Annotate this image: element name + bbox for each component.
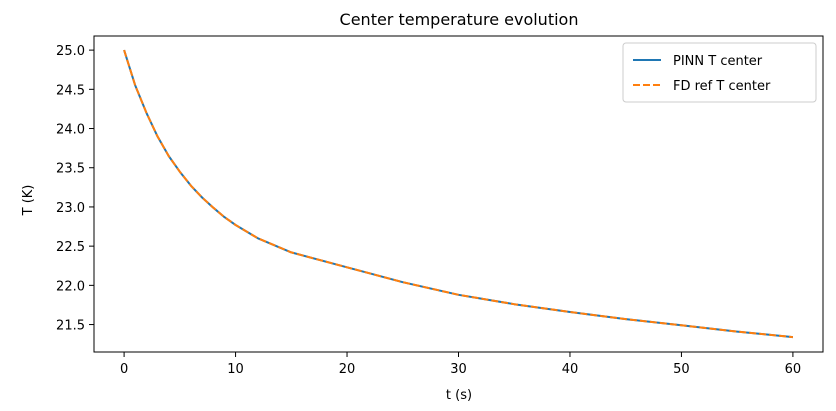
- y-tick-label: 23.0: [56, 201, 85, 216]
- x-tick-label: 20: [339, 362, 356, 377]
- x-axis-label: t (s): [446, 388, 472, 403]
- legend-label: PINN T center: [673, 54, 763, 69]
- x-axis: 0 10 20 30 40 50 60: [120, 352, 801, 377]
- y-tick-label: 22.0: [56, 279, 85, 294]
- legend: PINN T center FD ref T center: [622, 42, 817, 103]
- legend-box: [622, 42, 817, 103]
- x-tick-label: 10: [227, 362, 244, 377]
- x-tick-label: 30: [450, 362, 467, 377]
- x-tick-label: 40: [562, 362, 579, 377]
- y-tick-label: 24.0: [56, 123, 85, 138]
- y-axis-label: T (K): [21, 185, 36, 217]
- series-line: [123, 49, 793, 339]
- chart-title: Center temperature evolution: [340, 10, 579, 29]
- plot-series: [123, 49, 793, 339]
- y-axis: 21.5 22.0 22.5 23.0 23.5 24.0 24.5 25.0: [56, 44, 94, 334]
- y-tick-label: 22.5: [56, 240, 85, 255]
- legend-label: FD ref T center: [673, 79, 771, 94]
- y-tick-label: 21.5: [56, 319, 85, 334]
- x-tick-label: 50: [673, 362, 690, 377]
- x-tick-label: 60: [785, 362, 802, 377]
- y-tick-label: 23.5: [56, 162, 85, 177]
- y-tick-label: 25.0: [56, 44, 85, 59]
- y-tick-label: 24.5: [56, 83, 85, 98]
- x-tick-label: 0: [120, 362, 128, 377]
